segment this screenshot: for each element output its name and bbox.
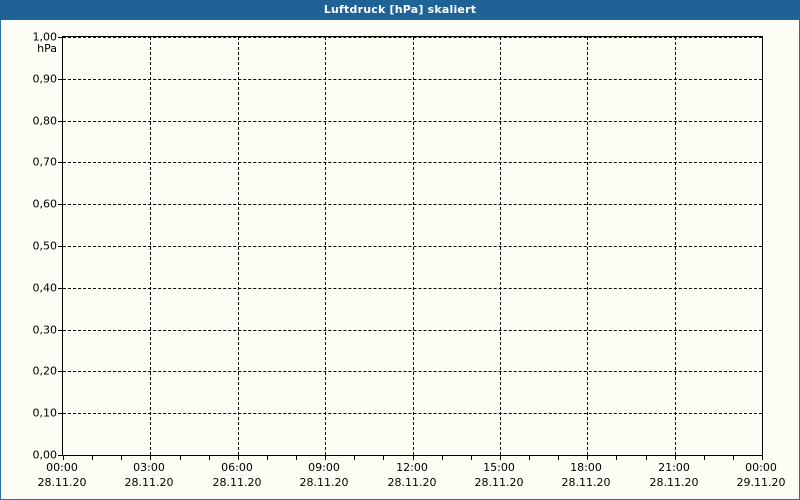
x-axis-tick-label: 21:00 28.11.20 xyxy=(634,460,714,490)
x-axis-tick-time: 09:00 xyxy=(308,461,340,474)
x-axis-tick-date: 28.11.20 xyxy=(299,476,349,489)
y-axis-tick-label: 0,60 xyxy=(32,197,58,211)
x-axis-tick-label: 00:00 28.11.20 xyxy=(22,460,102,490)
x-axis-tick-label: 09:00 28.11.20 xyxy=(284,460,364,490)
x-axis-tick-mark xyxy=(296,456,297,460)
gridline-horizontal xyxy=(63,37,762,38)
x-axis-tick-mark xyxy=(354,456,355,460)
x-axis-tick-mark xyxy=(325,456,326,460)
y-axis-labels: hPa 1,00 0,90 0,80 0,70 0,60 0,50 0,40 0,30 0,20… xyxy=(1,31,58,462)
x-axis-tick-mark xyxy=(267,456,268,460)
x-axis-tick-mark xyxy=(733,456,734,460)
x-axis-tick-date: 28.11.20 xyxy=(212,476,262,489)
gridline-vertical xyxy=(413,37,414,455)
y-axis-tick-label: 1,00 xyxy=(32,30,58,44)
x-axis-tick-date: 29.11.20 xyxy=(736,476,786,489)
plot-area xyxy=(62,36,763,456)
x-axis-tick-mark xyxy=(92,456,93,460)
x-axis-tick-mark xyxy=(442,456,443,460)
y-axis-unit-label: hPa xyxy=(37,42,57,55)
y-axis-tick-mark xyxy=(58,371,62,372)
x-axis-tick-mark xyxy=(413,456,414,460)
x-axis-tick-mark xyxy=(209,456,210,460)
gridline-vertical xyxy=(150,37,151,455)
x-axis-tick-date: 28.11.20 xyxy=(37,476,87,489)
x-axis-tick-time: 15:00 xyxy=(483,461,515,474)
x-axis-tick-label: 06:00 28.11.20 xyxy=(197,460,277,490)
x-axis-tick-mark xyxy=(558,456,559,460)
x-axis-tick-mark xyxy=(121,456,122,460)
x-axis-tick-date: 28.11.20 xyxy=(474,476,524,489)
gridline-horizontal xyxy=(63,204,762,205)
x-axis-tick-date: 28.11.20 xyxy=(124,476,174,489)
y-axis-tick-mark xyxy=(58,455,62,456)
x-axis-tick-mark xyxy=(150,456,151,460)
gridline-vertical xyxy=(587,37,588,455)
x-axis-tick-mark xyxy=(529,456,530,460)
x-axis-tick-date: 28.11.20 xyxy=(561,476,611,489)
x-axis-tick-mark xyxy=(500,456,501,460)
gridline-horizontal xyxy=(63,79,762,80)
gridline-vertical xyxy=(238,37,239,455)
y-axis-tick-mark xyxy=(58,330,62,331)
y-axis-tick-mark xyxy=(58,79,62,80)
x-axis-tick-label: 15:00 28.11.20 xyxy=(459,460,539,490)
x-axis-tick-time: 21:00 xyxy=(658,461,690,474)
gridline-horizontal xyxy=(63,162,762,163)
y-axis-tick-label: 0,70 xyxy=(32,155,58,169)
y-axis-tick-label: 0,40 xyxy=(32,281,58,295)
x-axis-tick-date: 28.11.20 xyxy=(387,476,437,489)
gridline-horizontal xyxy=(63,288,762,289)
y-axis-tick-label: 0,80 xyxy=(32,114,58,128)
y-axis-tick-label: 0,20 xyxy=(32,364,58,378)
x-axis-tick-date: 28.11.20 xyxy=(649,476,699,489)
gridline-horizontal xyxy=(63,246,762,247)
y-axis-tick-mark xyxy=(58,121,62,122)
x-axis-tick-mark xyxy=(587,456,588,460)
x-axis-tick-time: 00:00 xyxy=(745,461,777,474)
window-title-bar: Luftdruck [hPa] skaliert xyxy=(0,0,800,20)
x-axis-tick-mark xyxy=(762,456,763,460)
x-axis-tick-mark xyxy=(471,456,472,460)
x-axis-tick-label: 12:00 28.11.20 xyxy=(372,460,452,490)
y-axis-tick-mark xyxy=(58,37,62,38)
x-axis-tick-label: 00:00 29.11.20 xyxy=(721,460,800,490)
y-axis-tick-mark xyxy=(58,288,62,289)
y-axis-tick-mark xyxy=(58,204,62,205)
y-axis-tick-label: 0,00 xyxy=(32,448,58,462)
y-axis-tick-label: 0,50 xyxy=(32,239,58,253)
x-axis-tick-time: 06:00 xyxy=(221,461,253,474)
x-axis-tick-time: 00:00 xyxy=(46,461,78,474)
gridline-vertical xyxy=(675,37,676,455)
y-axis-tick-label: 0,90 xyxy=(32,72,58,86)
x-axis-tick-label: 03:00 28.11.20 xyxy=(109,460,189,490)
x-axis-tick-mark xyxy=(675,456,676,460)
x-axis-tick-mark xyxy=(238,456,239,460)
x-axis-tick-time: 03:00 xyxy=(133,461,165,474)
gridline-vertical xyxy=(500,37,501,455)
x-axis-tick-mark xyxy=(646,456,647,460)
y-axis-tick-label: 0,30 xyxy=(32,323,58,337)
x-axis-tick-mark xyxy=(63,456,64,460)
page-title: Luftdruck [hPa] skaliert xyxy=(323,3,477,16)
x-axis-tick-mark xyxy=(180,456,181,460)
gridline-horizontal xyxy=(63,121,762,122)
x-axis-tick-mark xyxy=(704,456,705,460)
gridline-horizontal xyxy=(63,371,762,372)
x-axis-tick-mark xyxy=(383,456,384,460)
x-axis-tick-time: 12:00 xyxy=(396,461,428,474)
gridline-horizontal xyxy=(63,413,762,414)
x-axis-tick-mark xyxy=(616,456,617,460)
y-axis-tick-mark xyxy=(58,413,62,414)
y-axis-tick-mark xyxy=(58,162,62,163)
y-axis-tick-mark xyxy=(58,246,62,247)
y-axis-tick-label: 0,10 xyxy=(32,406,58,420)
x-axis-labels: 00:00 28.11.20 03:00 28.11.20 06:00 28.11.20 0… xyxy=(38,460,786,494)
x-axis-tick-time: 18:00 xyxy=(570,461,602,474)
x-axis-tick-label: 18:00 28.11.20 xyxy=(546,460,626,490)
gridline-horizontal xyxy=(63,330,762,331)
gridline-vertical xyxy=(325,37,326,455)
